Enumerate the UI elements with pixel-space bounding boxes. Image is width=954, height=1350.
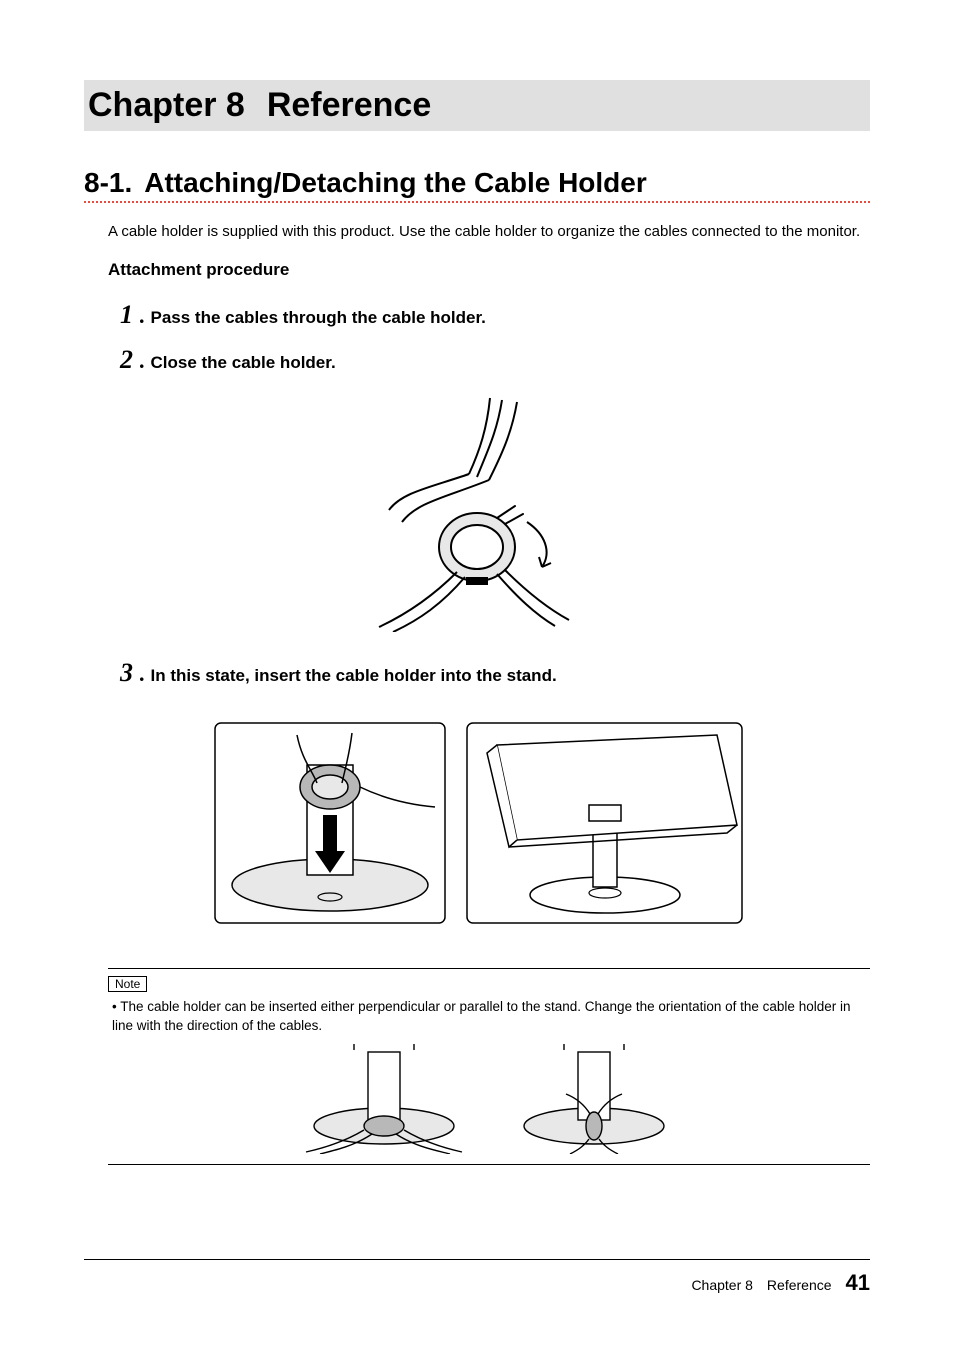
step-text: Close the cable holder. (151, 353, 336, 373)
step-dot: . (139, 661, 145, 687)
cable-holder-illustration (347, 392, 607, 632)
step-text: In this state, insert the cable holder i… (151, 666, 557, 686)
step-number: 2 (120, 347, 133, 373)
figure-insert-stand (84, 705, 870, 940)
section-number: 8-1. (84, 167, 132, 199)
note-body: The cable holder can be inserted either … (112, 999, 850, 1033)
chapter-name: Reference (267, 86, 431, 125)
step-1: 1. Pass the cables through the cable hol… (120, 302, 870, 329)
note-figures (108, 1044, 870, 1154)
section-title: Attaching/Detaching the Cable Holder (144, 167, 647, 199)
orientation-perpendicular-illustration (294, 1044, 474, 1154)
page-footer: Chapter 8 Reference 41 (84, 1259, 870, 1296)
orientation-parallel-illustration (504, 1044, 684, 1154)
footer-chapter: Chapter 8 (691, 1277, 752, 1293)
note-text: • The cable holder can be inserted eithe… (112, 998, 870, 1036)
step-text: Pass the cables through the cable holder… (151, 308, 486, 328)
step-dot: . (139, 348, 145, 374)
footer-title: Reference (767, 1277, 832, 1293)
step-dot: . (139, 303, 145, 329)
bullet: • (112, 999, 117, 1014)
figure-cable-holder (84, 392, 870, 632)
note-box: Note • The cable holder can be inserted … (108, 968, 870, 1165)
step-number: 1 (120, 302, 133, 328)
procedure-heading: Attachment procedure (108, 260, 870, 280)
step-3: 3. In this state, insert the cable holde… (120, 660, 870, 687)
step-number: 3 (120, 660, 133, 686)
step-2: 2. Close the cable holder. (120, 347, 870, 374)
section-heading: 8-1. Attaching/Detaching the Cable Holde… (84, 167, 870, 203)
chapter-title-bar: Chapter 8 Reference (84, 80, 870, 131)
insert-stand-illustration (197, 705, 757, 940)
section-intro: A cable holder is supplied with this pro… (108, 221, 870, 242)
note-label: Note (108, 976, 147, 992)
page: Chapter 8 Reference 8-1. Attaching/Detac… (0, 0, 954, 1350)
page-number: 41 (846, 1270, 870, 1296)
chapter-label: Chapter 8 (88, 86, 245, 125)
